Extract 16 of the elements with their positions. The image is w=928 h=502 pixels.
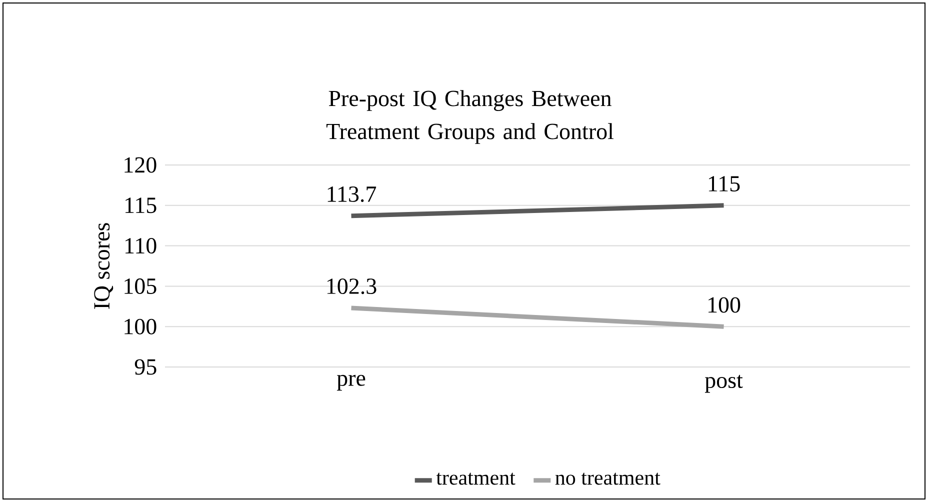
legend-label: no treatment xyxy=(555,472,660,485)
x-tick-label: pre xyxy=(336,374,366,391)
y-tick-label: 120 xyxy=(124,157,156,173)
y-axis-title: IQ scores xyxy=(94,223,114,309)
chart-title: Pre-post IQ Changes Between Treatment Groups and Control xyxy=(326,90,614,144)
y-tick-label: 110 xyxy=(126,238,156,254)
data-label: 102.3 xyxy=(327,278,376,294)
legend-label: treatment xyxy=(436,472,516,485)
y-tick-label: 105 xyxy=(124,278,156,294)
data-label: 113.7 xyxy=(328,186,376,202)
data-label: 100 xyxy=(708,297,740,313)
data-label: 115 xyxy=(708,176,740,192)
x-tick-label: post xyxy=(704,374,743,393)
y-tick-label: 115 xyxy=(126,198,156,214)
y-tick-label: 95 xyxy=(134,359,156,375)
y-tick-label: 100 xyxy=(124,318,156,334)
